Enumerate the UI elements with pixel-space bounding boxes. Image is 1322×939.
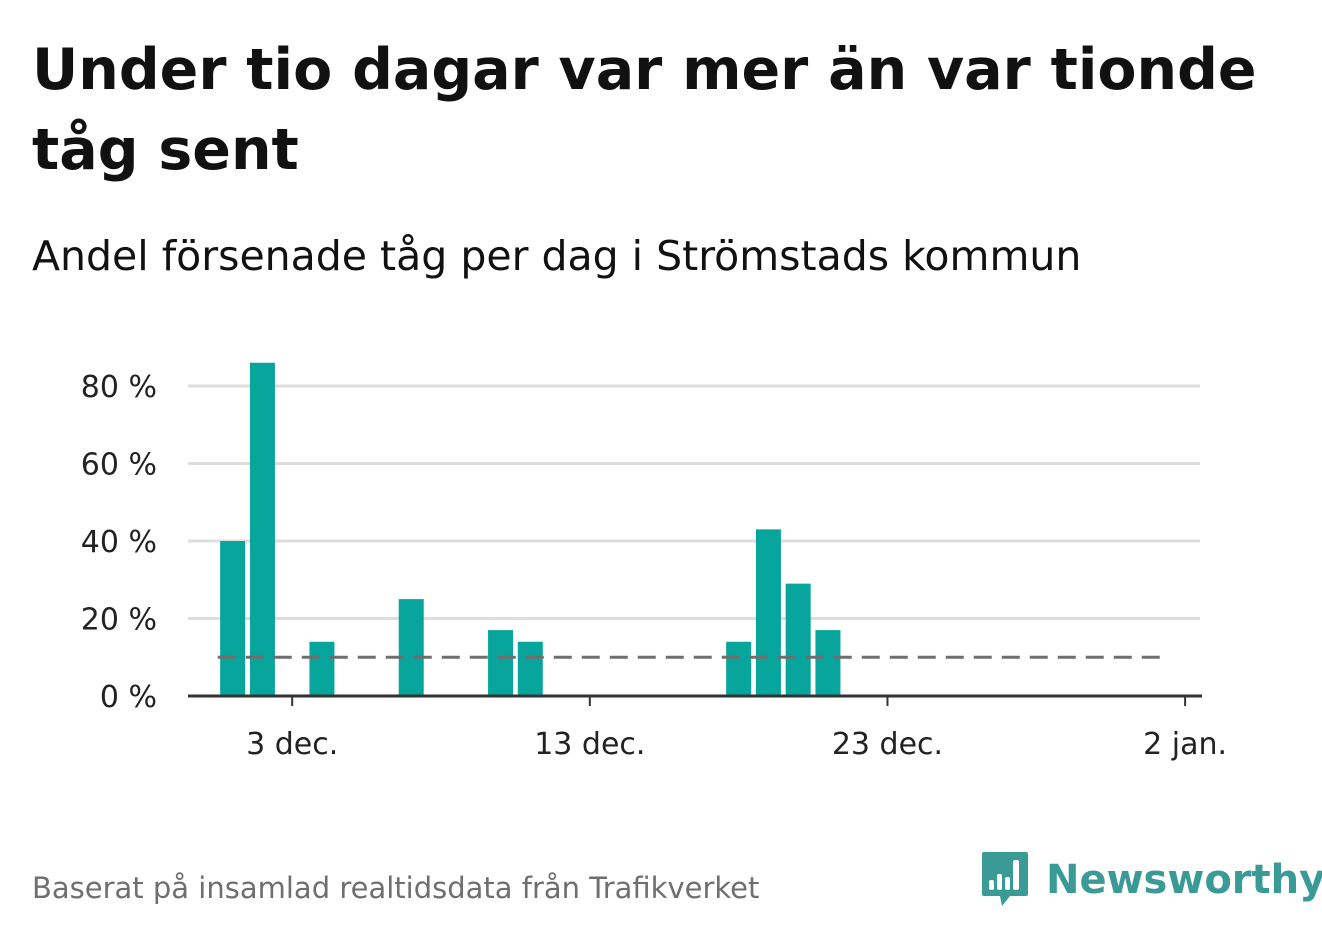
bar (517, 641, 543, 696)
chart-title: Under tio dagar var mer än var tionde tå… (32, 37, 1257, 183)
x-tick-label: 23 dec. (832, 727, 943, 762)
bar (398, 599, 424, 696)
source-note: Baserat på insamlad realtidsdata från Tr… (32, 871, 760, 905)
bars (220, 362, 841, 696)
bar (249, 362, 275, 696)
bar (755, 529, 781, 696)
chart-subtitle: Andel försenade tåg per dag i Strömstads… (32, 232, 1082, 280)
bar (220, 541, 246, 696)
y-tick-label: 40 % (81, 525, 157, 560)
y-axis-labels: 0 % 20 % 40 % 60 % 80 % (81, 370, 157, 715)
x-tick-label: 3 dec. (246, 727, 338, 762)
y-tick-label: 60 % (81, 448, 157, 483)
x-tick-label: 2 jan. (1143, 727, 1227, 762)
grid-lines (188, 384, 1200, 620)
newsworthy-logo-icon (982, 852, 1028, 906)
brand-logo[interactable]: Newsworthy (980, 848, 1322, 912)
x-tick-label: 13 dec. (534, 727, 645, 762)
bar (309, 641, 335, 696)
bar-chart: 0 % 20 % 40 % 60 % 80 % 3 dec. 13 dec. 23 dec.… (81, 362, 1227, 762)
x-axis-labels: 3 dec. 13 dec. 23 dec. 2 jan. (246, 696, 1227, 762)
y-tick-label: 80 % (81, 370, 157, 405)
y-tick-label: 0 % (100, 680, 157, 715)
bar (726, 641, 752, 696)
bar (488, 630, 514, 696)
bar (785, 583, 811, 696)
brand-name: Newsworthy (1046, 857, 1322, 903)
y-tick-label: 20 % (81, 603, 157, 638)
bar (815, 630, 841, 696)
